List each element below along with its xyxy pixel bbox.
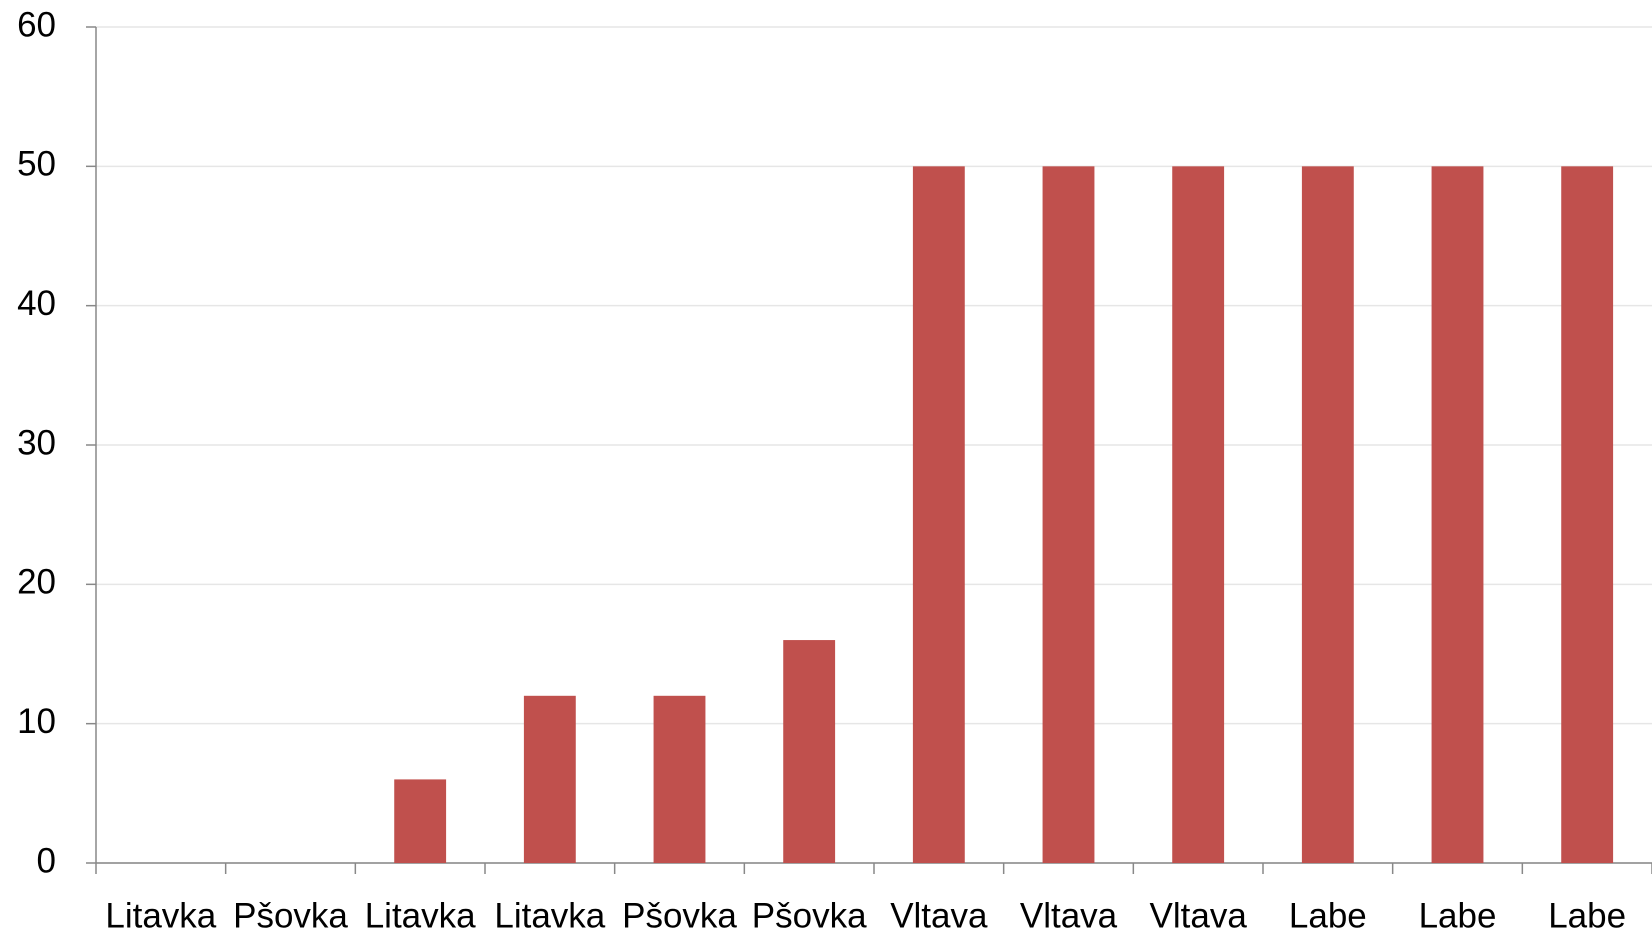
- bar: [1042, 166, 1095, 864]
- x-tick-label: Vltava: [890, 896, 988, 935]
- bar: [523, 695, 576, 863]
- y-tick-label: 0: [37, 841, 56, 880]
- y-tick-label: 20: [17, 563, 56, 602]
- x-tick-label: Vltava: [1020, 896, 1118, 935]
- y-tick-label: 60: [17, 5, 56, 44]
- x-tick-label: Pšovka: [622, 896, 737, 935]
- bar: [1172, 166, 1225, 864]
- bar: [783, 640, 836, 863]
- x-tick-label: Litavka: [365, 896, 476, 935]
- x-tick-label: Pšovka: [233, 896, 348, 935]
- x-tick-label: Litavka: [105, 896, 216, 935]
- x-tick-label: Labe: [1289, 896, 1367, 935]
- bar: [912, 166, 965, 864]
- x-tick-label: Pšovka: [752, 896, 867, 935]
- x-tick-label: Litavka: [494, 896, 605, 935]
- bar: [653, 695, 706, 863]
- bar: [1301, 166, 1354, 864]
- x-tick-label: Vltava: [1150, 896, 1248, 935]
- bar: [394, 779, 447, 863]
- x-tick-label: Labe: [1548, 896, 1626, 935]
- bar: [1561, 166, 1614, 864]
- bar: [1431, 166, 1484, 864]
- y-tick-label: 40: [17, 284, 56, 323]
- x-tick-label: Labe: [1419, 896, 1497, 935]
- y-tick-label: 30: [17, 423, 56, 462]
- y-tick-label: 10: [17, 702, 56, 741]
- y-tick-label: 50: [17, 145, 56, 184]
